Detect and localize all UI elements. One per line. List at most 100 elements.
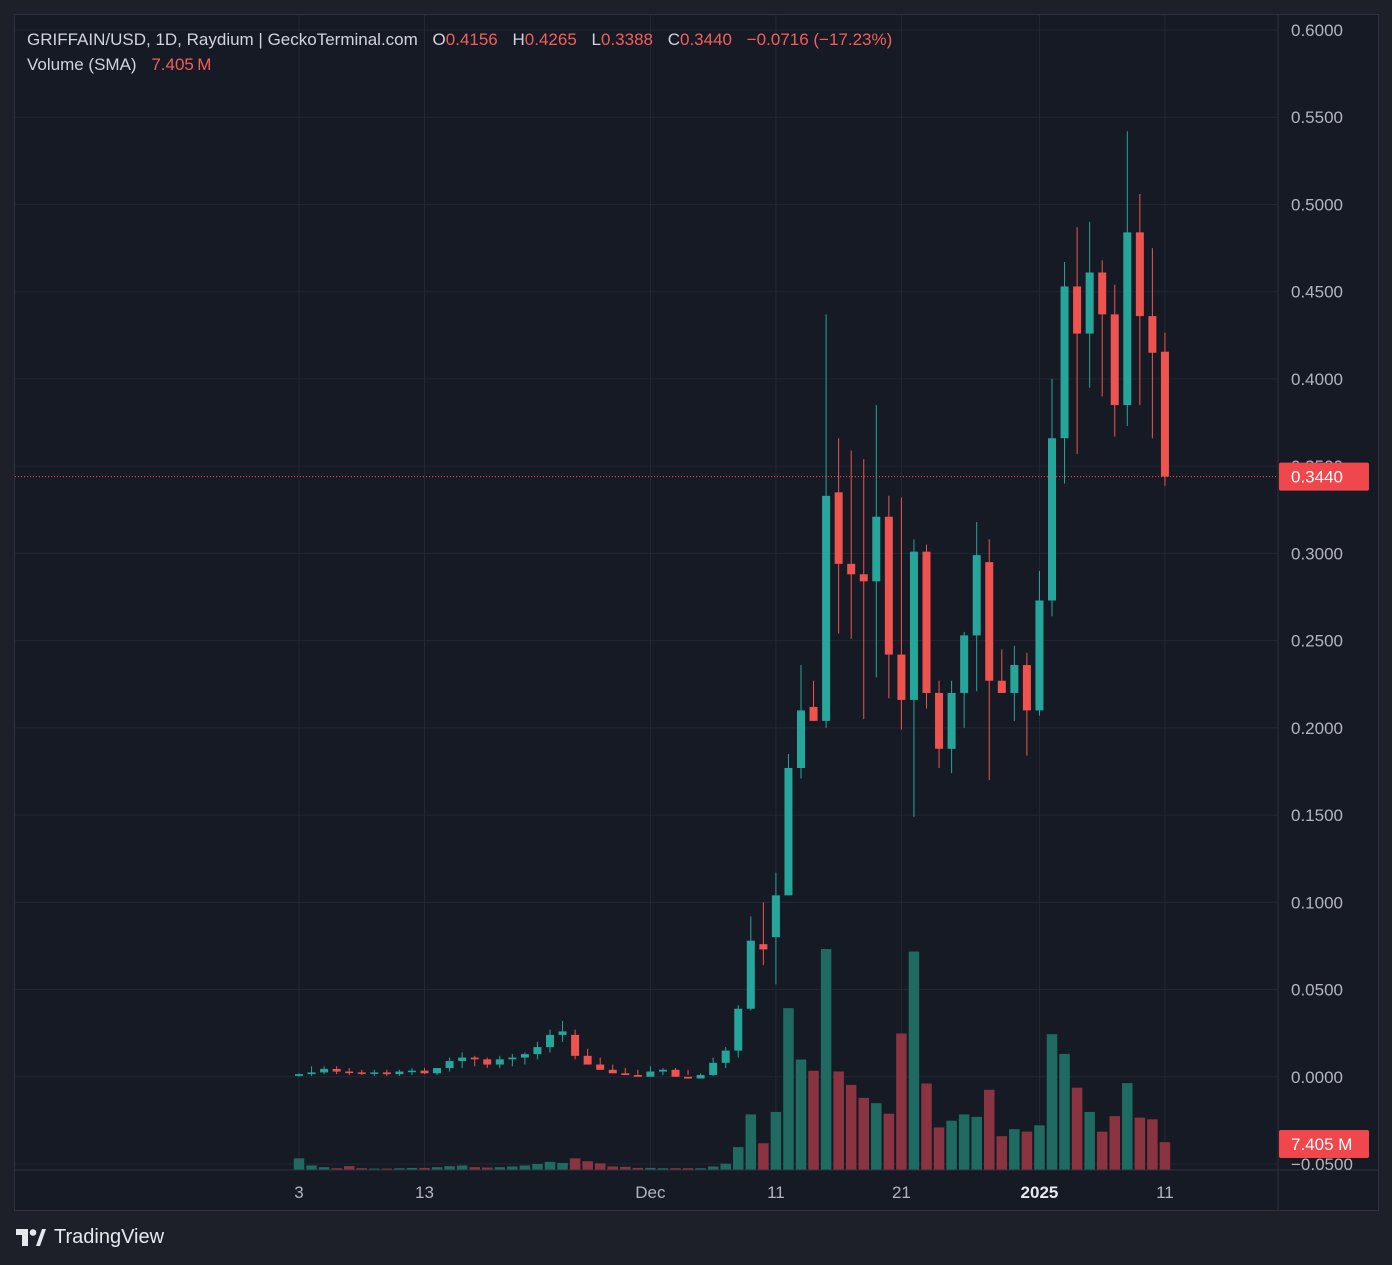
candle[interactable] (960, 631, 969, 728)
candle-body (784, 767, 793, 896)
candle[interactable] (1048, 378, 1056, 617)
candle[interactable] (947, 680, 956, 774)
x-tick-label: 11 (1156, 1183, 1174, 1202)
candle[interactable] (1073, 227, 1082, 454)
candle[interactable] (746, 916, 755, 1011)
candle[interactable] (1135, 193, 1144, 406)
volume-bar (996, 1136, 1008, 1170)
candle-body (1022, 665, 1031, 711)
candle[interactable] (583, 1048, 592, 1065)
candle-body (759, 944, 768, 950)
candle[interactable] (633, 1069, 642, 1077)
candle[interactable] (458, 1052, 467, 1069)
candle[interactable] (847, 450, 856, 639)
x-tick-label: 11 (767, 1183, 785, 1202)
legend-close-label: C (667, 30, 680, 49)
candle[interactable] (571, 1029, 580, 1060)
candle[interactable] (997, 649, 1006, 693)
candle[interactable] (508, 1054, 517, 1067)
candle[interactable] (307, 1066, 316, 1076)
candle[interactable] (295, 1073, 303, 1077)
candle[interactable] (935, 680, 944, 768)
candle[interactable] (809, 680, 818, 721)
candle[interactable] (872, 405, 881, 678)
tradingview-logo[interactable]: TradingView (16, 1226, 164, 1249)
candle[interactable] (859, 459, 868, 720)
candle[interactable] (721, 1047, 730, 1069)
candle[interactable] (696, 1073, 705, 1079)
candle-body (332, 1068, 341, 1072)
legend-volume-label[interactable]: Volume (SMA) (27, 55, 137, 74)
candle[interactable] (684, 1069, 693, 1079)
candle[interactable] (495, 1055, 504, 1069)
candle[interactable] (1022, 652, 1031, 756)
candle-body (295, 1074, 303, 1076)
candle[interactable] (922, 544, 931, 709)
legend-symbol[interactable]: GRIFFAIN/USD, 1D, Raydium | GeckoTermina… (27, 30, 418, 49)
volume-bar (795, 1059, 807, 1170)
candle[interactable] (608, 1064, 617, 1074)
candle[interactable] (1148, 248, 1157, 439)
candle[interactable] (759, 902, 768, 966)
volume-bar (482, 1167, 493, 1170)
candle-body (997, 680, 1006, 693)
candle[interactable] (646, 1066, 655, 1077)
candle[interactable] (1010, 645, 1019, 721)
candle[interactable] (972, 521, 981, 692)
candle[interactable] (658, 1068, 667, 1076)
candle[interactable] (445, 1057, 454, 1072)
candle[interactable] (709, 1057, 718, 1076)
volume-bar (1159, 1142, 1171, 1170)
candle[interactable] (533, 1041, 542, 1060)
candle[interactable] (1123, 131, 1132, 427)
candle[interactable] (797, 665, 805, 779)
volume-bar (1084, 1111, 1095, 1170)
candle[interactable] (985, 539, 994, 781)
candle[interactable] (546, 1029, 554, 1053)
candlestick-chart[interactable]: 0.60000.55000.50000.45000.40000.35000.30… (15, 15, 1378, 1210)
candle[interactable] (834, 438, 843, 634)
chart-frame[interactable]: 0.60000.55000.50000.45000.40000.35000.30… (14, 14, 1379, 1211)
candle[interactable] (420, 1068, 429, 1075)
candle-body (633, 1075, 642, 1077)
candle[interactable] (822, 314, 831, 728)
candle[interactable] (1160, 332, 1169, 486)
candle[interactable] (897, 497, 906, 730)
candle[interactable] (357, 1069, 366, 1076)
candle[interactable] (345, 1068, 354, 1076)
candle[interactable] (909, 539, 918, 817)
candle[interactable] (1085, 221, 1094, 388)
volume-bar (607, 1166, 618, 1170)
candle[interactable] (520, 1052, 529, 1065)
candle[interactable] (470, 1055, 479, 1067)
candle[interactable] (407, 1068, 416, 1076)
candle-body (483, 1059, 492, 1065)
volume-bar (469, 1167, 480, 1170)
volume-bar (971, 1116, 982, 1170)
candle-body (734, 1008, 743, 1051)
candle[interactable] (771, 872, 780, 985)
candle[interactable] (1098, 260, 1107, 397)
candle[interactable] (1035, 570, 1044, 716)
candle[interactable] (320, 1066, 329, 1075)
candle[interactable] (483, 1057, 492, 1069)
candle[interactable] (395, 1069, 404, 1076)
candle[interactable] (884, 495, 893, 699)
volume-bar (770, 1111, 782, 1170)
candle-body (495, 1059, 504, 1065)
legend-change: −0.0716 (−17.23%) (746, 30, 893, 49)
candle[interactable] (433, 1068, 442, 1076)
candle[interactable] (332, 1066, 341, 1075)
candle[interactable] (734, 1005, 743, 1058)
candle-body (1123, 232, 1132, 406)
candle[interactable] (558, 1020, 567, 1042)
candle[interactable] (621, 1068, 630, 1076)
candle[interactable] (370, 1069, 379, 1076)
candle[interactable] (671, 1068, 680, 1077)
candle[interactable] (784, 754, 793, 896)
candle[interactable] (1060, 262, 1069, 484)
candle[interactable] (1110, 284, 1119, 437)
candle[interactable] (382, 1069, 391, 1076)
candle[interactable] (596, 1057, 605, 1070)
volume-bar (958, 1114, 970, 1170)
